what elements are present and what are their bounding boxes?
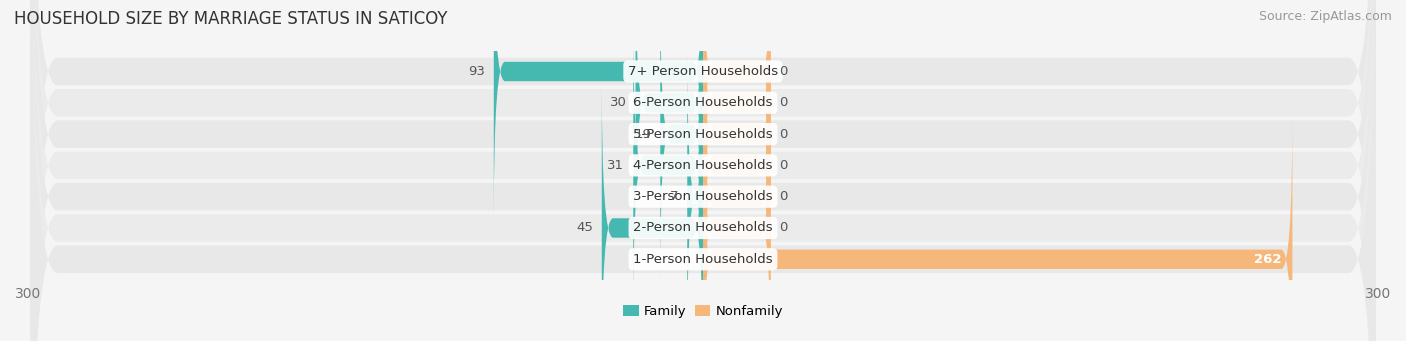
- Text: 5-Person Households: 5-Person Households: [633, 128, 773, 140]
- Text: 31: 31: [607, 159, 624, 172]
- FancyBboxPatch shape: [494, 0, 703, 218]
- FancyBboxPatch shape: [688, 50, 703, 341]
- Text: 30: 30: [610, 96, 627, 109]
- Text: 4-Person Households: 4-Person Households: [633, 159, 773, 172]
- Text: 1-Person Households: 1-Person Households: [633, 253, 773, 266]
- Text: 6-Person Households: 6-Person Households: [633, 96, 773, 109]
- FancyBboxPatch shape: [703, 81, 770, 341]
- Text: 45: 45: [576, 222, 593, 235]
- Text: HOUSEHOLD SIZE BY MARRIAGE STATUS IN SATICOY: HOUSEHOLD SIZE BY MARRIAGE STATUS IN SAT…: [14, 10, 447, 28]
- FancyBboxPatch shape: [703, 19, 770, 312]
- FancyBboxPatch shape: [31, 0, 1375, 341]
- Text: 0: 0: [779, 159, 787, 172]
- Legend: Family, Nonfamily: Family, Nonfamily: [617, 300, 789, 323]
- FancyBboxPatch shape: [703, 0, 770, 281]
- Text: 7+ Person Households: 7+ Person Households: [628, 65, 778, 78]
- FancyBboxPatch shape: [703, 113, 1292, 341]
- FancyBboxPatch shape: [633, 19, 703, 312]
- Text: 0: 0: [779, 222, 787, 235]
- Text: Source: ZipAtlas.com: Source: ZipAtlas.com: [1258, 10, 1392, 23]
- Text: 0: 0: [779, 128, 787, 140]
- Text: 7: 7: [669, 190, 678, 203]
- FancyBboxPatch shape: [31, 0, 1375, 341]
- Text: 3-Person Households: 3-Person Households: [633, 190, 773, 203]
- FancyBboxPatch shape: [31, 0, 1375, 341]
- Text: 19: 19: [634, 128, 651, 140]
- FancyBboxPatch shape: [636, 0, 703, 250]
- FancyBboxPatch shape: [31, 0, 1375, 341]
- FancyBboxPatch shape: [703, 0, 770, 250]
- Text: 2-Person Households: 2-Person Households: [633, 222, 773, 235]
- Text: 0: 0: [779, 96, 787, 109]
- FancyBboxPatch shape: [661, 0, 703, 281]
- FancyBboxPatch shape: [602, 81, 703, 341]
- Text: 262: 262: [1254, 253, 1281, 266]
- Text: 93: 93: [468, 65, 485, 78]
- FancyBboxPatch shape: [703, 0, 770, 218]
- FancyBboxPatch shape: [31, 0, 1375, 341]
- Text: 0: 0: [779, 65, 787, 78]
- FancyBboxPatch shape: [31, 0, 1375, 341]
- Text: 0: 0: [779, 190, 787, 203]
- FancyBboxPatch shape: [31, 0, 1375, 341]
- FancyBboxPatch shape: [703, 50, 770, 341]
